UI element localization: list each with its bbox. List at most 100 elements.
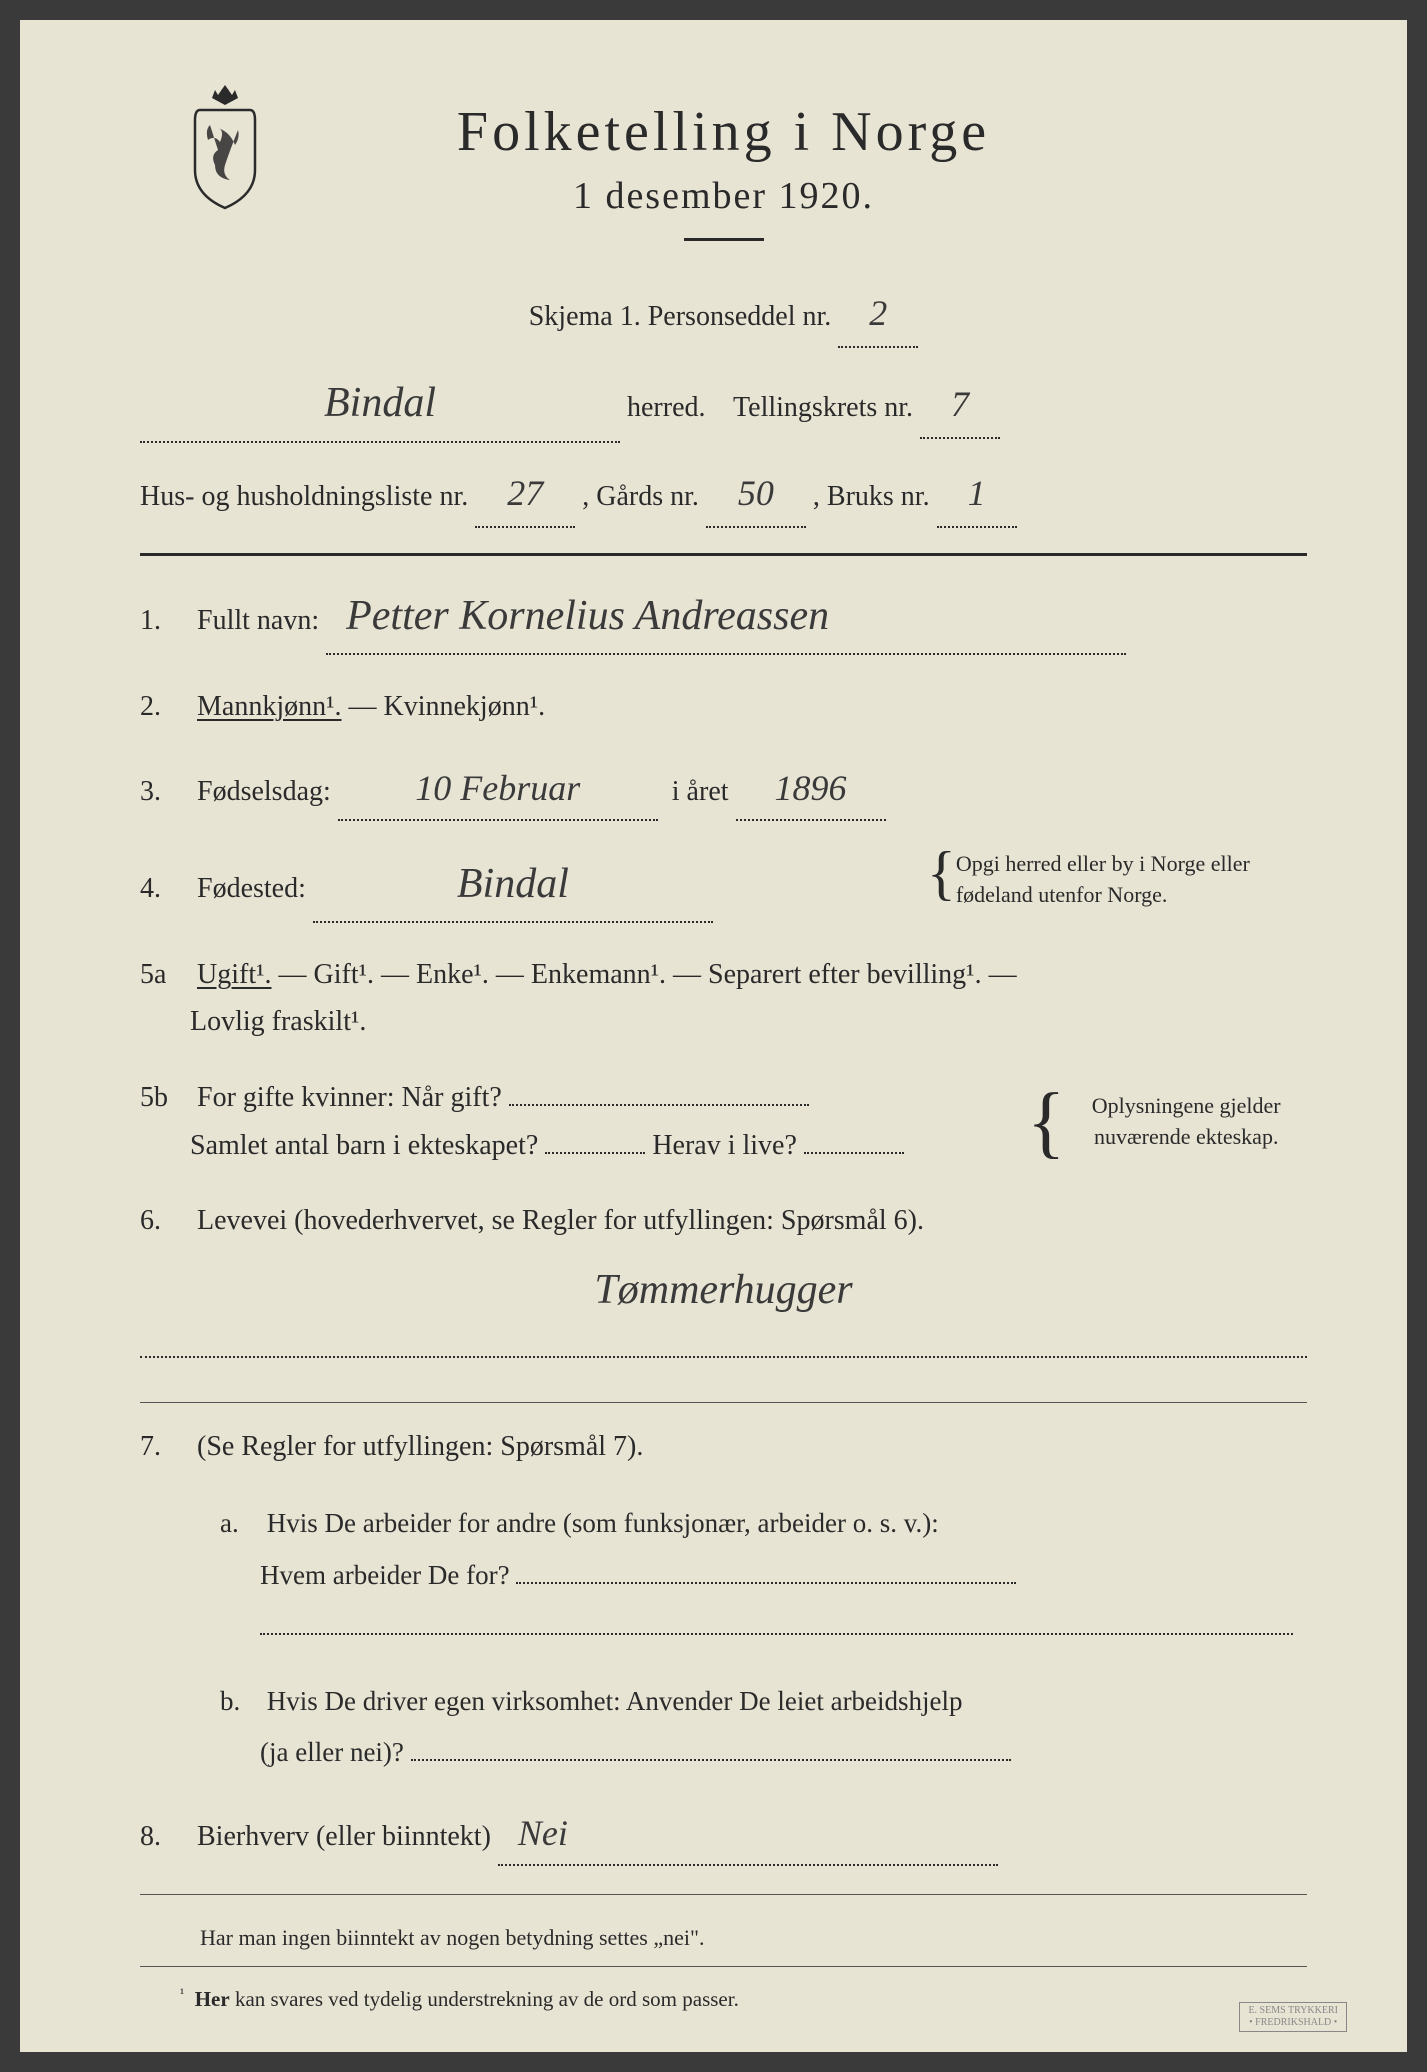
q5b-label1: For gifte kvinner: Når gift? bbox=[197, 1082, 502, 1113]
question-5b: 5b For gifte kvinner: Når gift? Samlet a… bbox=[140, 1074, 1307, 1169]
question-6: 6. Levevei (hovederhvervet, se Regler fo… bbox=[140, 1197, 1307, 1374]
footnote-marker: ¹ bbox=[180, 1987, 184, 2002]
question-3: 3. Fødselsdag: 10 Februar i året 1896 bbox=[140, 758, 1307, 821]
q5a-num: 5a bbox=[140, 951, 190, 999]
q7a-text1: Hvis De arbeider for andre (som funksjon… bbox=[267, 1508, 939, 1538]
form-title: Folketelling i Norge bbox=[140, 100, 1307, 164]
q5b-field2 bbox=[545, 1152, 645, 1154]
printer-stamp: E. SEMS TRYKKERI • FREDRIKSHALD • bbox=[1239, 2002, 1347, 2032]
q4-num: 4. bbox=[140, 865, 190, 913]
herred-line: Bindal herred. Tellingskrets nr. 7 bbox=[140, 366, 1307, 444]
question-5a: 5a Ugift¹. — Gift¹. — Enke¹. — Enkemann¹… bbox=[140, 951, 1307, 1046]
footnote: ¹ Her kan svares ved tydelig understrekn… bbox=[140, 1987, 1307, 2012]
q8-field: Nei bbox=[498, 1803, 998, 1866]
tellingskrets-label: Tellingskrets nr. bbox=[733, 392, 913, 423]
q7a-field2 bbox=[260, 1633, 1293, 1635]
question-2: 2. Mannkjønn¹. — Kvinnekjønn¹. bbox=[140, 683, 1307, 731]
q8-value: Nei bbox=[518, 1813, 568, 1853]
footnote-text: kan svares ved tydelig understrekning av… bbox=[235, 1987, 739, 2011]
tellingskrets-value: 7 bbox=[951, 384, 969, 424]
herred-field: Bindal bbox=[140, 366, 620, 444]
skjema-line: Skjema 1. Personseddel nr. 2 bbox=[140, 281, 1307, 348]
q2-other: Kvinnekjønn¹. bbox=[384, 691, 546, 722]
skjema-label: Skjema 1. Personseddel nr. bbox=[529, 301, 832, 332]
herred-label: herred. bbox=[627, 392, 706, 423]
q8-num: 8. bbox=[140, 1813, 190, 1861]
tellingskrets-field: 7 bbox=[920, 372, 1000, 439]
q5b-field1 bbox=[509, 1104, 809, 1106]
question-1: 1. Fullt navn: Petter Kornelius Andreass… bbox=[140, 581, 1307, 654]
question-7b: b. Hvis De driver egen virksomhet: Anven… bbox=[140, 1676, 1307, 1779]
bruks-value: 1 bbox=[968, 473, 986, 513]
q1-field: Petter Kornelius Andreassen bbox=[326, 581, 1126, 654]
q3-num: 3. bbox=[140, 768, 190, 816]
divider-1 bbox=[140, 553, 1307, 556]
q4-field: Bindal bbox=[313, 849, 713, 922]
q5a-selected: Ugift¹. bbox=[197, 959, 272, 990]
q3-year-field: 1896 bbox=[736, 758, 886, 821]
title-divider bbox=[684, 238, 764, 241]
q5b-side-note: Oplysningene gjelder nuværende ekteskap. bbox=[1065, 1091, 1307, 1153]
divider-4 bbox=[140, 1966, 1307, 1967]
footer-note: Har man ingen biinntekt av nogen betydni… bbox=[140, 1925, 1307, 1951]
q7a-letter: a. bbox=[220, 1498, 260, 1549]
gards-field: 50 bbox=[706, 461, 806, 528]
stamp-line2: • FREDRIKSHALD • bbox=[1248, 2017, 1338, 2029]
q3-day-field: 10 Februar bbox=[338, 758, 658, 821]
q5b-label3: Herav i live? bbox=[652, 1130, 797, 1161]
form-header: Folketelling i Norge 1 desember 1920. bbox=[140, 100, 1307, 241]
herred-value: Bindal bbox=[324, 380, 436, 426]
census-form-page: Folketelling i Norge 1 desember 1920. Sk… bbox=[20, 20, 1407, 2052]
question-7: 7. (Se Regler for utfyllingen: Spørsmål … bbox=[140, 1423, 1307, 1471]
q6-label: Levevei (hovederhvervet, se Regler for u… bbox=[197, 1205, 924, 1236]
q5b-num: 5b bbox=[140, 1074, 190, 1122]
question-4: 4. Fødested: Bindal { Opgi herred eller … bbox=[140, 849, 1307, 922]
q5a-rest: — Gift¹. — Enke¹. — Enkemann¹. — Separer… bbox=[279, 959, 1017, 990]
q1-label: Fullt navn: bbox=[197, 605, 319, 636]
q6-field-line bbox=[140, 1356, 1307, 1358]
q8-label: Bierhverv (eller biinntekt) bbox=[197, 1821, 491, 1852]
hus-line: Hus- og husholdningsliste nr. 27 , Gårds… bbox=[140, 461, 1307, 528]
gards-value: 50 bbox=[738, 473, 774, 513]
brace-icon-2: { bbox=[1027, 1090, 1065, 1154]
q7-num: 7. bbox=[140, 1423, 190, 1471]
personseddel-field: 2 bbox=[838, 281, 918, 348]
hus-value: 27 bbox=[507, 473, 543, 513]
q5b-field3 bbox=[804, 1152, 904, 1154]
stamp-line1: E. SEMS TRYKKERI bbox=[1248, 2005, 1338, 2017]
question-8: 8. Bierhverv (eller biinntekt) Nei bbox=[140, 1803, 1307, 1866]
hus-label: Hus- og husholdningsliste nr. bbox=[140, 481, 468, 512]
q5b-label2: Samlet antal barn i ekteskapet? bbox=[140, 1130, 538, 1161]
q7b-text1: Hvis De driver egen virksomhet: Anvender… bbox=[267, 1686, 963, 1716]
q3-year-label: i året bbox=[672, 776, 729, 807]
q5a-line2: Lovlig fraskilt¹. bbox=[140, 1006, 366, 1037]
q1-value: Petter Kornelius Andreassen bbox=[346, 593, 829, 639]
q6-value: Tømmerhugger bbox=[594, 1267, 852, 1313]
q7b-field bbox=[411, 1759, 1011, 1761]
q4-value: Bindal bbox=[457, 861, 569, 907]
q2-selected: Mannkjønn¹. bbox=[197, 691, 342, 722]
gards-label: , Gårds nr. bbox=[582, 481, 699, 512]
q6-num: 6. bbox=[140, 1197, 190, 1245]
q7b-letter: b. bbox=[220, 1676, 260, 1727]
hus-field: 27 bbox=[475, 461, 575, 528]
coat-of-arms-icon bbox=[180, 80, 270, 210]
divider-2 bbox=[140, 1402, 1307, 1403]
bruks-field: 1 bbox=[937, 461, 1017, 528]
personseddel-value: 2 bbox=[869, 293, 887, 333]
q3-label: Fødselsdag: bbox=[197, 776, 331, 807]
q4-side-note: Opgi herred eller by i Norge eller fødel… bbox=[956, 849, 1307, 911]
form-date: 1 desember 1920. bbox=[140, 174, 1307, 218]
q3-day-value: 10 Februar bbox=[415, 768, 580, 808]
q7b-text2: (ja eller nei)? bbox=[220, 1737, 404, 1767]
q7a-text2: Hvem arbeider De for? bbox=[220, 1560, 510, 1590]
q4-label: Fødested: bbox=[197, 873, 306, 904]
q7a-field1 bbox=[516, 1582, 1016, 1584]
q1-num: 1. bbox=[140, 597, 190, 645]
footnote-bold: Her bbox=[195, 1987, 230, 2011]
q7-label: (Se Regler for utfyllingen: Spørsmål 7). bbox=[197, 1431, 643, 1462]
question-7a: a. Hvis De arbeider for andre (som funks… bbox=[140, 1498, 1307, 1652]
q2-separator: — bbox=[349, 691, 384, 722]
bruks-label: , Bruks nr. bbox=[813, 481, 930, 512]
q3-year-value: 1896 bbox=[775, 768, 847, 808]
